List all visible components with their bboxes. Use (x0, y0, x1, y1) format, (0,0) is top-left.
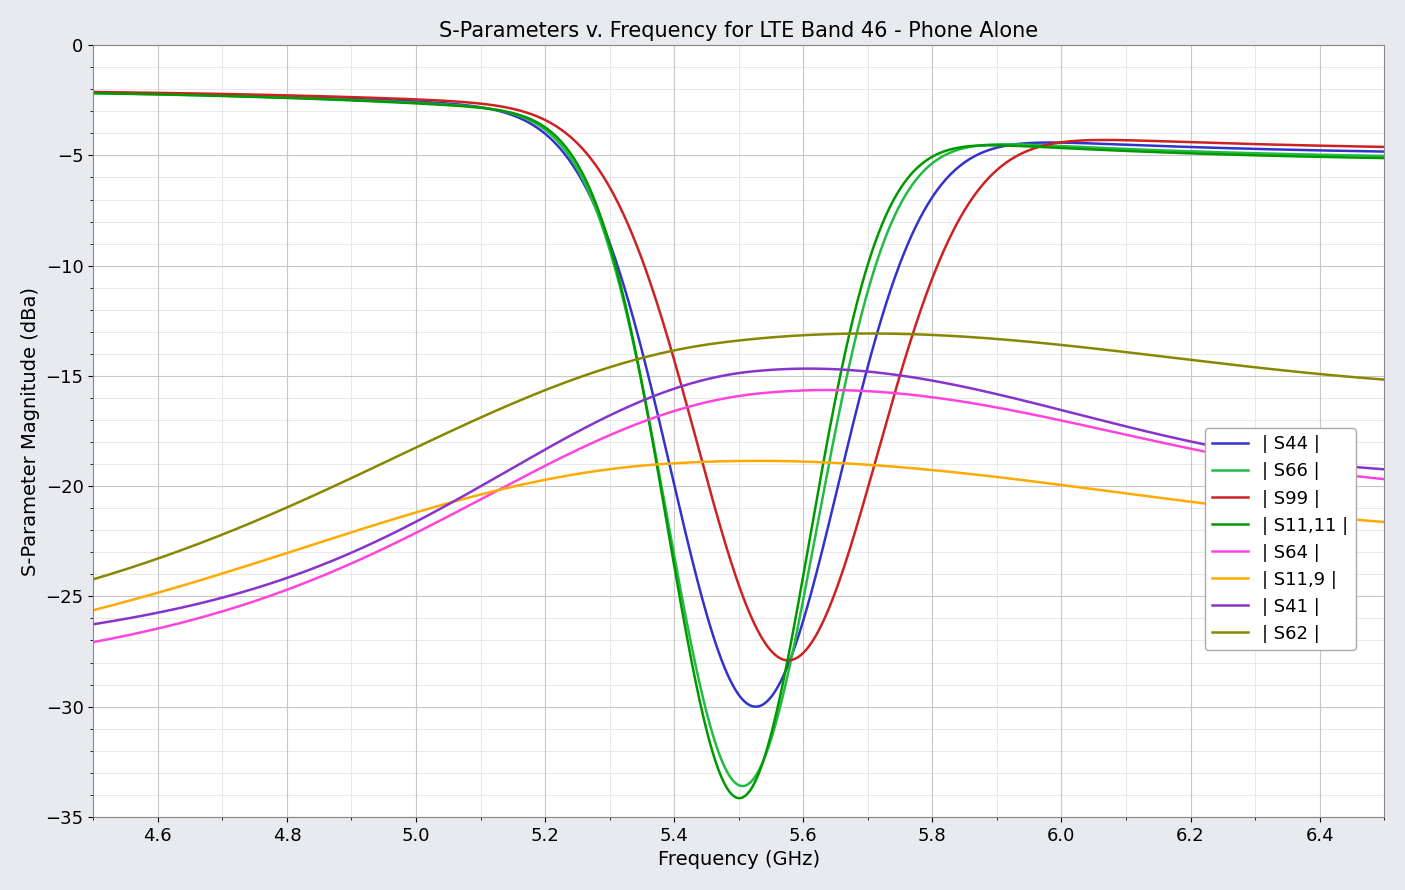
| S11,9 | (1375, 517, 1392, 528)
| S41 | (1350, 462, 1367, 473)
| S66 | (232, 91, 249, 101)
| S41 | (1211, 442, 1228, 453)
| S11,9 | (749, 456, 766, 466)
| S44 | (1211, 142, 1228, 153)
| S44 | (1375, 146, 1392, 157)
| S11,9 | (580, 467, 597, 478)
Title: S-Parameters v. Frequency for LTE Band 46 - Phone Alone: S-Parameters v. Frequency for LTE Band 4… (440, 20, 1038, 41)
| S11,11 | (309, 93, 326, 104)
| S11,11 | (1211, 149, 1228, 159)
| S44 | (747, 701, 764, 712)
| S99 | (1375, 142, 1392, 152)
| S62 | (1375, 375, 1392, 385)
| S62 | (636, 352, 653, 363)
Line: | S66 |: | S66 | (93, 93, 1384, 786)
| S11,9 | (1350, 514, 1367, 525)
| S44 | (636, 354, 653, 365)
| S66 | (735, 781, 752, 791)
| S99 | (1211, 138, 1228, 149)
| S44 | (1350, 146, 1367, 157)
| S64 | (636, 416, 653, 426)
| S99 | (232, 89, 249, 100)
| S11,9 | (636, 460, 653, 471)
| S64 | (819, 384, 836, 395)
Line: | S41 |: | S41 | (93, 368, 1384, 624)
| S66 | (309, 93, 326, 104)
| S64 | (309, 572, 326, 583)
| S41 | (636, 394, 653, 405)
| S64 | (84, 636, 101, 647)
| S41 | (580, 421, 597, 432)
| S99 | (636, 260, 653, 271)
| S64 | (232, 601, 249, 611)
| S44 | (580, 187, 597, 198)
Y-axis label: S-Parameter Magnitude (dBa): S-Parameter Magnitude (dBa) (21, 287, 39, 576)
| S62 | (861, 328, 878, 339)
| S41 | (1375, 464, 1392, 474)
| S66 | (636, 390, 653, 400)
| S99 | (309, 91, 326, 101)
| S44 | (84, 87, 101, 98)
| S44 | (309, 93, 326, 103)
| S62 | (84, 574, 101, 585)
| S41 | (232, 587, 249, 598)
| S64 | (1211, 449, 1228, 460)
Line: | S62 |: | S62 | (93, 334, 1384, 579)
| S66 | (1350, 150, 1367, 161)
| S66 | (580, 185, 597, 196)
| S62 | (1211, 358, 1228, 368)
| S11,11 | (1350, 152, 1367, 163)
| S62 | (1350, 372, 1367, 383)
| S62 | (580, 368, 597, 379)
| S62 | (232, 522, 249, 532)
| S41 | (84, 619, 101, 629)
| S41 | (309, 562, 326, 572)
Line: | S11,9 |: | S11,9 | (93, 461, 1384, 611)
| S64 | (1375, 473, 1392, 484)
| S66 | (1211, 147, 1228, 158)
| S99 | (1350, 142, 1367, 152)
Line: | S64 |: | S64 | (93, 390, 1384, 642)
Line: | S99 |: | S99 | (93, 92, 1384, 660)
| S11,9 | (84, 605, 101, 616)
| S11,11 | (731, 793, 747, 804)
| S41 | (801, 363, 818, 374)
| S11,9 | (232, 562, 249, 573)
| S11,9 | (309, 538, 326, 548)
| S11,11 | (84, 88, 101, 99)
| S11,11 | (232, 91, 249, 101)
| S64 | (580, 440, 597, 450)
Legend: | S44 |, | S66 |, | S99 |, | S11,11 |, | S64 |, | S11,9 |, | S41 |, | S62 |: | S44 |, | S66 |, | S99 |, | S11,11 |, |… (1204, 428, 1356, 650)
| S99 | (780, 655, 797, 666)
| S11,11 | (580, 180, 597, 190)
| S11,9 | (1211, 500, 1228, 511)
| S64 | (1350, 471, 1367, 481)
| S99 | (84, 86, 101, 97)
| S99 | (580, 150, 597, 161)
| S66 | (1375, 150, 1392, 161)
| S11,11 | (636, 390, 653, 400)
| S11,11 | (1375, 153, 1392, 164)
| S62 | (309, 489, 326, 499)
| S44 | (232, 90, 249, 101)
Line: | S44 |: | S44 | (93, 93, 1384, 707)
X-axis label: Frequency (GHz): Frequency (GHz) (658, 850, 819, 870)
| S66 | (84, 88, 101, 99)
Line: | S11,11 |: | S11,11 | (93, 93, 1384, 798)
